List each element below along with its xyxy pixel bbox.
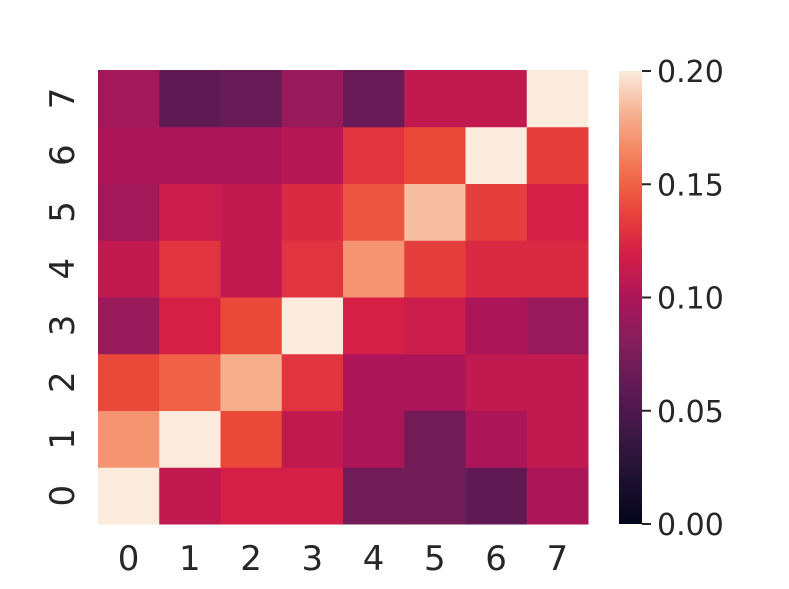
heatmap-cell [159, 183, 221, 241]
heatmap-cell [343, 240, 405, 298]
heatmap-cell [465, 183, 528, 241]
heatmap-cell [404, 353, 466, 411]
heatmap-cell [220, 126, 283, 184]
colorbar-tick-label: 0.15 [657, 168, 724, 203]
heatmap-cell [343, 183, 405, 241]
heatmap-cell [98, 240, 160, 298]
x-tick-label: 7 [547, 539, 569, 579]
colorbar-ticks: 0.00 0.05 0.10 0.15 0.20 [642, 55, 724, 543]
heatmap-cell [98, 467, 160, 525]
heatmap-cell [404, 126, 466, 184]
x-tick-label: 6 [485, 539, 507, 579]
heatmap-cell [281, 183, 344, 241]
heatmap-cell [404, 410, 466, 468]
heatmap-cell [220, 297, 283, 355]
heatmap-cell [281, 410, 344, 468]
heatmap-cell [465, 353, 528, 411]
heatmap-cell [404, 297, 466, 355]
heatmap-cell [404, 70, 466, 128]
x-tick-label: 4 [363, 539, 385, 579]
heatmap-cell [220, 70, 283, 128]
heatmap-cell [159, 410, 221, 468]
heatmap-cell [465, 297, 528, 355]
heatmap-cell [159, 240, 221, 298]
x-tick-label: 3 [302, 539, 324, 579]
y-tick-label: 3 [43, 315, 83, 337]
heatmap-cell [465, 240, 528, 298]
heatmap-cell [281, 353, 344, 411]
colorbar-tick-label: 0.05 [657, 395, 724, 430]
heatmap-cell [159, 467, 221, 525]
x-tick-label: 1 [179, 539, 201, 579]
heatmap-cell [220, 410, 283, 468]
heatmap-cell [220, 183, 283, 241]
y-tick-label: 4 [43, 258, 83, 280]
y-tick-label: 0 [43, 485, 83, 507]
heatmap-cell [159, 126, 221, 184]
heatmap-cell [281, 467, 344, 525]
heatmap-cell [281, 297, 344, 355]
heatmap-cell [465, 70, 528, 128]
heatmap-cell [159, 297, 221, 355]
colorbar-tick-label: 0.00 [657, 508, 724, 543]
heatmap-cell [526, 126, 589, 184]
heatmap-cell [159, 70, 221, 128]
heatmap-cell [159, 353, 221, 411]
heatmap-cell [526, 297, 589, 355]
y-tick-label: 2 [43, 371, 83, 393]
heatmap-cell [526, 467, 589, 525]
colorbar [619, 71, 642, 524]
heatmap-cell [343, 70, 405, 128]
heatmap-cell [98, 353, 160, 411]
heatmap-cell [343, 467, 405, 525]
y-tick-label: 7 [43, 88, 83, 110]
heatmap-cells [98, 70, 589, 525]
heatmap-cell [404, 240, 466, 298]
y-tick-label: 6 [43, 144, 83, 166]
heatmap-cell [220, 467, 283, 525]
colorbar-tick-label: 0.20 [657, 55, 724, 90]
heatmap-cell [98, 297, 160, 355]
x-tick-label: 5 [424, 539, 446, 579]
heatmap-cell [404, 467, 466, 525]
x-tick-label: 0 [118, 539, 140, 579]
heatmap-cell [281, 70, 344, 128]
heatmap-cell [343, 353, 405, 411]
heatmap-cell [98, 183, 160, 241]
heatmap-cell [220, 240, 283, 298]
heatmap-cell [281, 126, 344, 184]
y-tick-label: 5 [43, 201, 83, 223]
heatmap-cell [465, 467, 528, 525]
y-tick-label: 1 [43, 428, 83, 450]
heatmap-cell [343, 297, 405, 355]
heatmap-cell [526, 183, 589, 241]
y-axis-ticks: 0 1 2 3 4 5 6 7 [43, 88, 83, 507]
heatmap-cell [343, 126, 405, 184]
heatmap-cell [220, 353, 283, 411]
x-tick-label: 2 [240, 539, 262, 579]
heatmap-cell [526, 353, 589, 411]
heatmap-cell [526, 410, 589, 468]
heatmap-cell [98, 410, 160, 468]
heatmap-cell [281, 240, 344, 298]
heatmap-cell [98, 70, 160, 128]
colorbar-tick-label: 0.10 [657, 282, 724, 317]
heatmap-cell [465, 410, 528, 468]
heatmap-cell [98, 126, 160, 184]
heatmap-cell [526, 240, 589, 298]
heatmap-cell [404, 183, 466, 241]
heatmap-cell [465, 126, 528, 184]
heatmap-cell [343, 410, 405, 468]
heatmap-cell [526, 70, 589, 128]
